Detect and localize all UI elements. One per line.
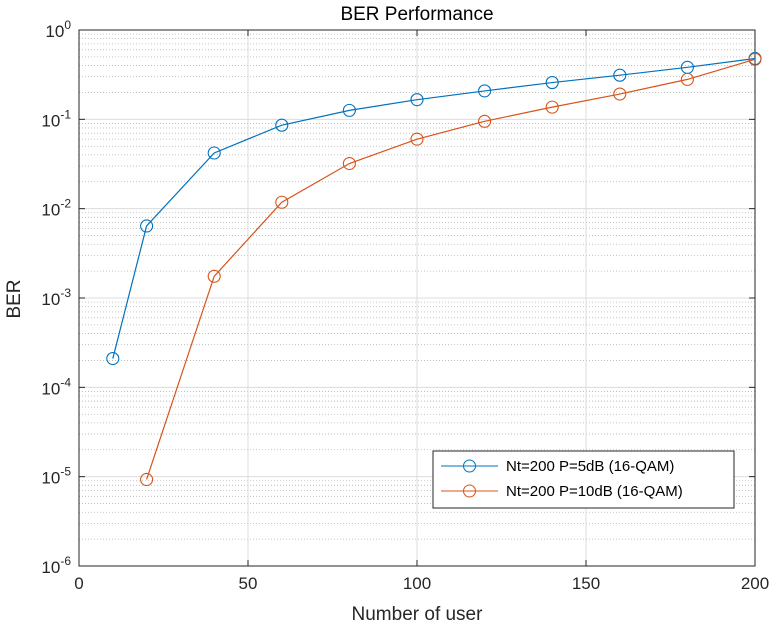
x-tick-label: 0 (74, 574, 83, 593)
y-tick-label: 10-1 (41, 107, 71, 130)
legend-marker-series-1 (463, 459, 476, 473)
x-axis-label: Number of user (352, 604, 484, 625)
series-1-point (545, 76, 559, 90)
series-1-point (478, 84, 492, 98)
series-1-point (207, 146, 221, 160)
y-tick-label: 10-2 (41, 197, 71, 220)
series-2-point (207, 269, 221, 283)
series-2-point (613, 87, 627, 101)
series-2-point (275, 195, 289, 209)
series-1-point (275, 118, 289, 132)
series-1-point (342, 103, 356, 117)
x-tick-label: 200 (741, 574, 769, 593)
series-2-point (342, 156, 356, 171)
legend: Nt=200 P=5dB (16-QAM) Nt=200 P=10dB (16-… (432, 450, 735, 509)
series-1-point (410, 93, 424, 107)
series-2-point (478, 114, 492, 128)
y-tick-label: 10-3 (41, 286, 71, 309)
x-tick-label: 50 (239, 574, 258, 593)
series-1-point (613, 68, 627, 82)
series-2-point (748, 52, 762, 66)
y-tick-label: 10-4 (41, 375, 71, 398)
series-layer (106, 51, 762, 487)
series-2-point (410, 132, 424, 146)
series-2-line (146, 58, 756, 480)
x-tick-label: 150 (572, 574, 600, 593)
series-1-point (106, 351, 120, 366)
series-1-point (140, 219, 154, 233)
y-tick-label: 10-6 (41, 554, 71, 577)
y-tick-label: 100 (45, 18, 71, 41)
y-tick-label: 10-5 (41, 465, 71, 488)
series-2 (140, 52, 762, 487)
series-2-point (680, 72, 694, 86)
series-1-line (112, 57, 756, 359)
x-tick-label: 100 (403, 574, 431, 593)
chart-title: BER Performance (340, 4, 493, 25)
y-axis: 100 10-1 10-2 10-3 10-4 10-5 10-6 (41, 18, 755, 577)
series-2-point (545, 100, 559, 114)
legend-box (432, 450, 735, 509)
legend-marker-series-2 (463, 484, 476, 498)
x-axis: 0 50 100 150 200 (74, 30, 769, 593)
y-axis-label: BER (4, 279, 25, 318)
legend-label-series-1: Nt=200 P=5dB (16-QAM) (506, 458, 674, 475)
legend-label-series-2: Nt=200 P=10dB (16-QAM) (506, 483, 683, 500)
series-2-point (140, 472, 154, 487)
